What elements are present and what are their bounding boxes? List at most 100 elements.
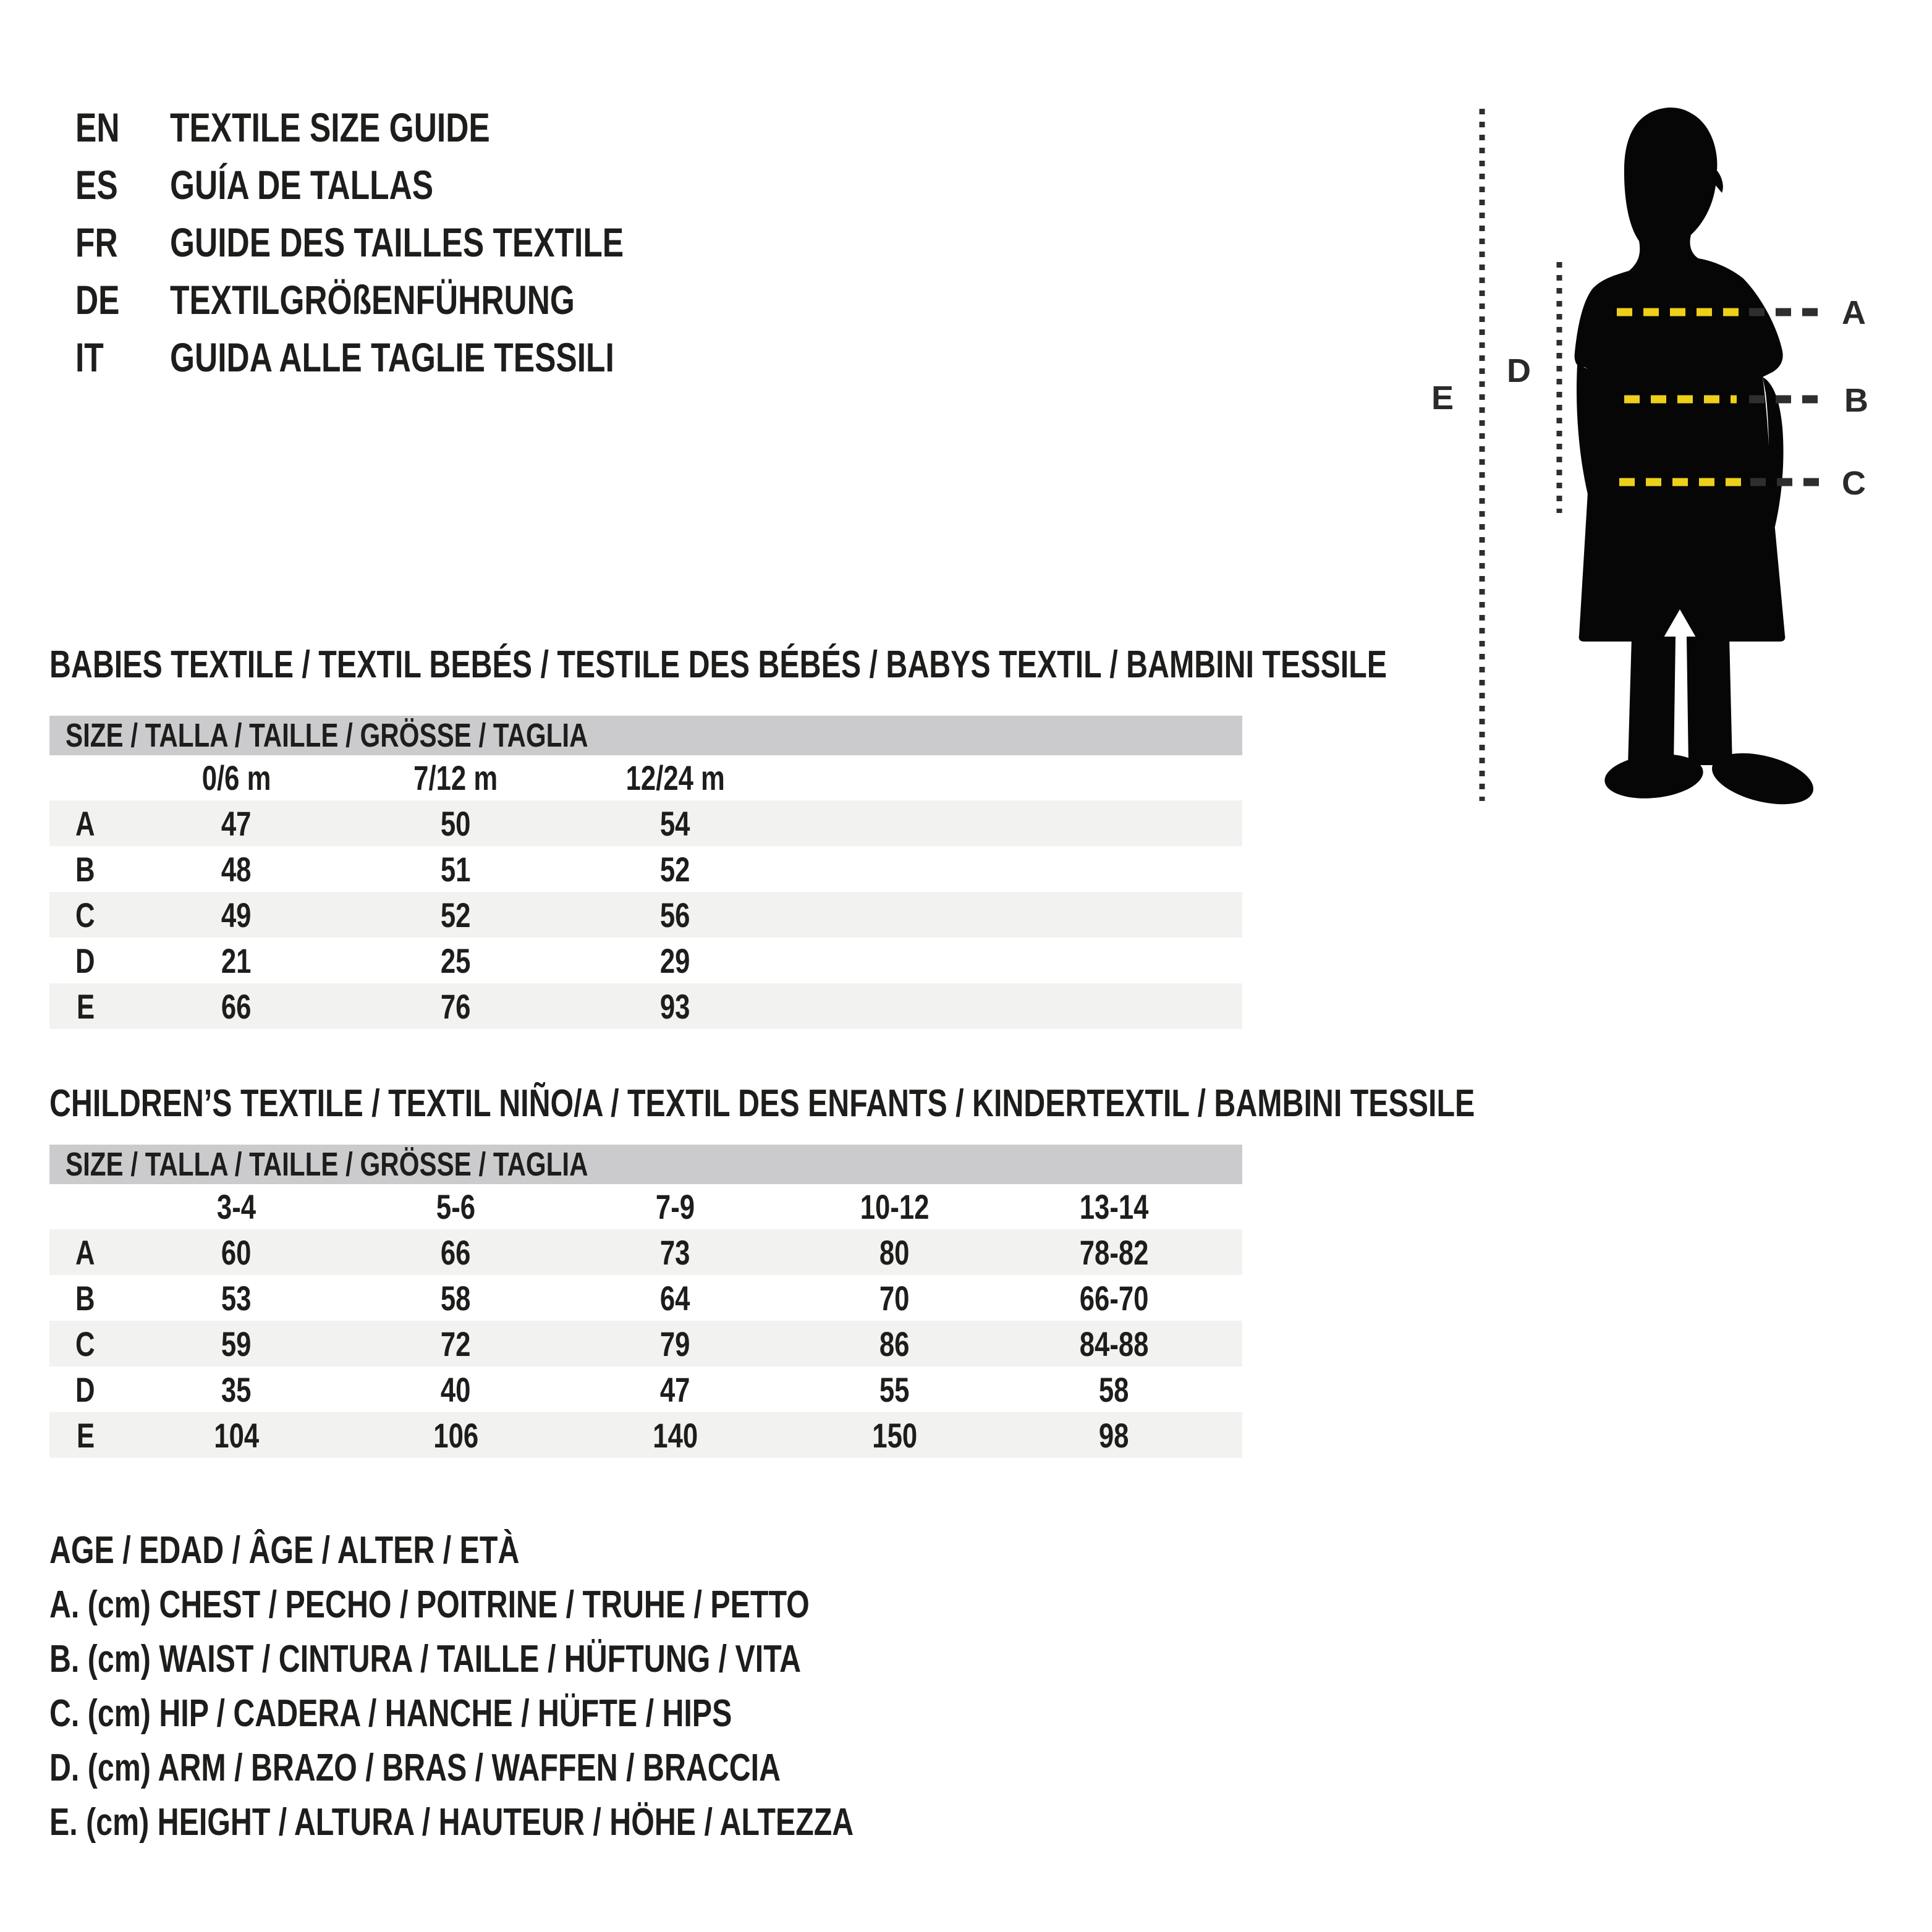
language-header-block: EN TEXTILE SIZE GUIDE ES GUÍA DE TALLAS … <box>75 98 752 386</box>
table-row: A 47 50 54 <box>49 800 1242 846</box>
lang-title-en: TEXTILE SIZE GUIDE <box>170 104 490 150</box>
babies-col-header-2: 12/24 m <box>625 758 725 797</box>
lang-row-es: ES GUÍA DE TALLAS <box>75 156 752 213</box>
value-cell: 55 <box>879 1370 910 1409</box>
value-cell: 51 <box>441 849 471 889</box>
measure-label-waist: B <box>1844 382 1868 419</box>
table-row: D 35 40 47 55 58 <box>49 1366 1242 1412</box>
babies-size-header-bar: SIZE / TALLA / TAILLE / GRÖSSE / TAGLIA <box>49 716 1242 755</box>
measure-label-height: E <box>1431 379 1454 417</box>
children-col-header-4: 13-14 <box>1079 1187 1149 1226</box>
table-row: C 49 52 56 <box>49 892 1242 938</box>
table-row: E 104 106 140 150 98 <box>49 1412 1242 1458</box>
value-cell: 29 <box>660 941 690 980</box>
table-row: E 66 76 93 <box>49 983 1242 1029</box>
babies-size-table: 0/6 m 7/12 m 12/24 m A 47 50 54 B 48 51 … <box>49 755 1242 1029</box>
legend-line-hip: C. (cm) HIP / CADERA / HANCHE / HÜFTE / … <box>49 1692 732 1735</box>
value-cell: 56 <box>660 895 690 934</box>
value-cell: 66 <box>221 986 252 1026</box>
silhouette-right-leg-shape <box>1687 637 1732 765</box>
row-label: E <box>76 1415 95 1455</box>
children-table-wrap: SIZE / TALLA / TAILLE / GRÖSSE / TAGLIA … <box>49 1145 1242 1458</box>
legend-line-arm: D. (cm) ARM / BRAZO / BRAS / WAFFEN / BR… <box>49 1747 781 1789</box>
silhouette-left-leg-shape <box>1628 637 1676 765</box>
value-cell: 50 <box>441 803 471 843</box>
value-cell: 72 <box>441 1324 471 1363</box>
value-cell: 150 <box>872 1415 917 1455</box>
lang-title-fr: GUIDE DES TAILLES TEXTILE <box>170 219 624 265</box>
measurement-figure: A B C D E <box>1409 93 1932 822</box>
silhouette-body-shape <box>1574 108 1786 642</box>
value-cell: 58 <box>1099 1370 1129 1409</box>
lang-row-en: EN TEXTILE SIZE GUIDE <box>75 98 752 156</box>
children-col-header-2: 7-9 <box>655 1187 695 1226</box>
value-cell: 64 <box>660 1278 690 1318</box>
lang-code-de: DE <box>75 276 120 323</box>
value-cell: 98 <box>1099 1415 1129 1455</box>
value-cell: 93 <box>660 986 690 1026</box>
value-cell: 76 <box>441 986 471 1026</box>
legend-line-age: AGE / EDAD / ÂGE / ALTER / ETÀ <box>49 1529 520 1572</box>
value-cell: 78-82 <box>1079 1232 1149 1272</box>
row-label: E <box>76 986 95 1026</box>
silhouette-left-arm-shape <box>1576 365 1625 549</box>
value-cell: 66 <box>441 1232 471 1272</box>
value-cell: 35 <box>221 1370 252 1409</box>
value-cell: 49 <box>221 895 252 934</box>
child-silhouette-icon <box>1574 108 1813 805</box>
measure-label-chest: A <box>1842 294 1866 331</box>
table-row: B 48 51 52 <box>49 846 1242 892</box>
row-label: A <box>75 803 95 843</box>
value-cell: 21 <box>221 941 252 980</box>
value-cell: 86 <box>879 1324 910 1363</box>
value-cell: 47 <box>660 1370 690 1409</box>
lang-title-it: GUIDA ALLE TAGLIE TESSILI <box>170 334 614 380</box>
lang-row-de: DE TEXTILGRÖßENFÜHRUNG <box>75 271 752 328</box>
lang-code-fr: FR <box>75 219 118 265</box>
value-cell: 47 <box>221 803 252 843</box>
value-cell: 70 <box>879 1278 910 1318</box>
lang-row-fr: FR GUIDE DES TAILLES TEXTILE <box>75 213 752 271</box>
value-cell: 79 <box>660 1324 690 1363</box>
legend-line-chest: A. (cm) CHEST / PECHO / POITRINE / TRUHE… <box>49 1583 810 1626</box>
value-cell: 53 <box>221 1278 252 1318</box>
silhouette-right-arm-shape <box>1763 377 1784 527</box>
row-label: C <box>75 895 95 934</box>
value-cell: 66-70 <box>1079 1278 1149 1318</box>
value-cell: 58 <box>441 1278 471 1318</box>
children-col-header-0: 3-4 <box>216 1187 256 1226</box>
legend-line-waist: B. (cm) WAIST / CINTURA / TAILLE / HÜFTU… <box>49 1638 802 1680</box>
child-silhouette-diagram-icon: A B C D E <box>1431 108 1868 805</box>
babies-col-header-1: 7/12 m <box>413 758 498 797</box>
silhouette-left-shoe-shape <box>1604 754 1703 799</box>
table-row: A 60 66 73 80 78-82 <box>49 1229 1242 1275</box>
value-cell: 140 <box>653 1415 698 1455</box>
table-row: B 53 58 64 70 66-70 <box>49 1275 1242 1321</box>
value-cell: 52 <box>660 849 690 889</box>
value-cell: 25 <box>441 941 471 980</box>
row-label: B <box>75 849 95 889</box>
value-cell: 106 <box>433 1415 478 1455</box>
value-cell: 104 <box>214 1415 259 1455</box>
value-cell: 52 <box>441 895 471 934</box>
table-row: D 21 25 29 <box>49 938 1242 983</box>
value-cell: 40 <box>441 1370 471 1409</box>
value-cell: 84-88 <box>1079 1324 1149 1363</box>
row-label: D <box>75 941 95 980</box>
measure-label-arm: D <box>1507 352 1531 389</box>
value-cell: 48 <box>221 849 252 889</box>
row-label: A <box>75 1232 95 1272</box>
row-label: D <box>75 1370 95 1409</box>
measure-label-hip: C <box>1842 465 1866 502</box>
babies-table-wrap: SIZE / TALLA / TAILLE / GRÖSSE / TAGLIA … <box>49 716 1242 1029</box>
babies-section-title: BABIES TEXTILE / TEXTIL BEBÉS / TESTILE … <box>49 643 1387 686</box>
row-label: B <box>75 1278 95 1318</box>
value-cell: 54 <box>660 803 690 843</box>
value-cell: 80 <box>879 1232 910 1272</box>
children-size-table: 3-4 5-6 7-9 10-12 13-14 A 60 66 73 80 78… <box>49 1184 1242 1458</box>
table-row: C 59 72 79 86 84-88 <box>49 1321 1242 1366</box>
lang-code-it: IT <box>75 334 104 380</box>
legend-line-height: E. (cm) HEIGHT / ALTURA / HAUTEUR / HÖHE… <box>49 1801 854 1844</box>
lang-title-es: GUÍA DE TALLAS <box>170 161 434 208</box>
